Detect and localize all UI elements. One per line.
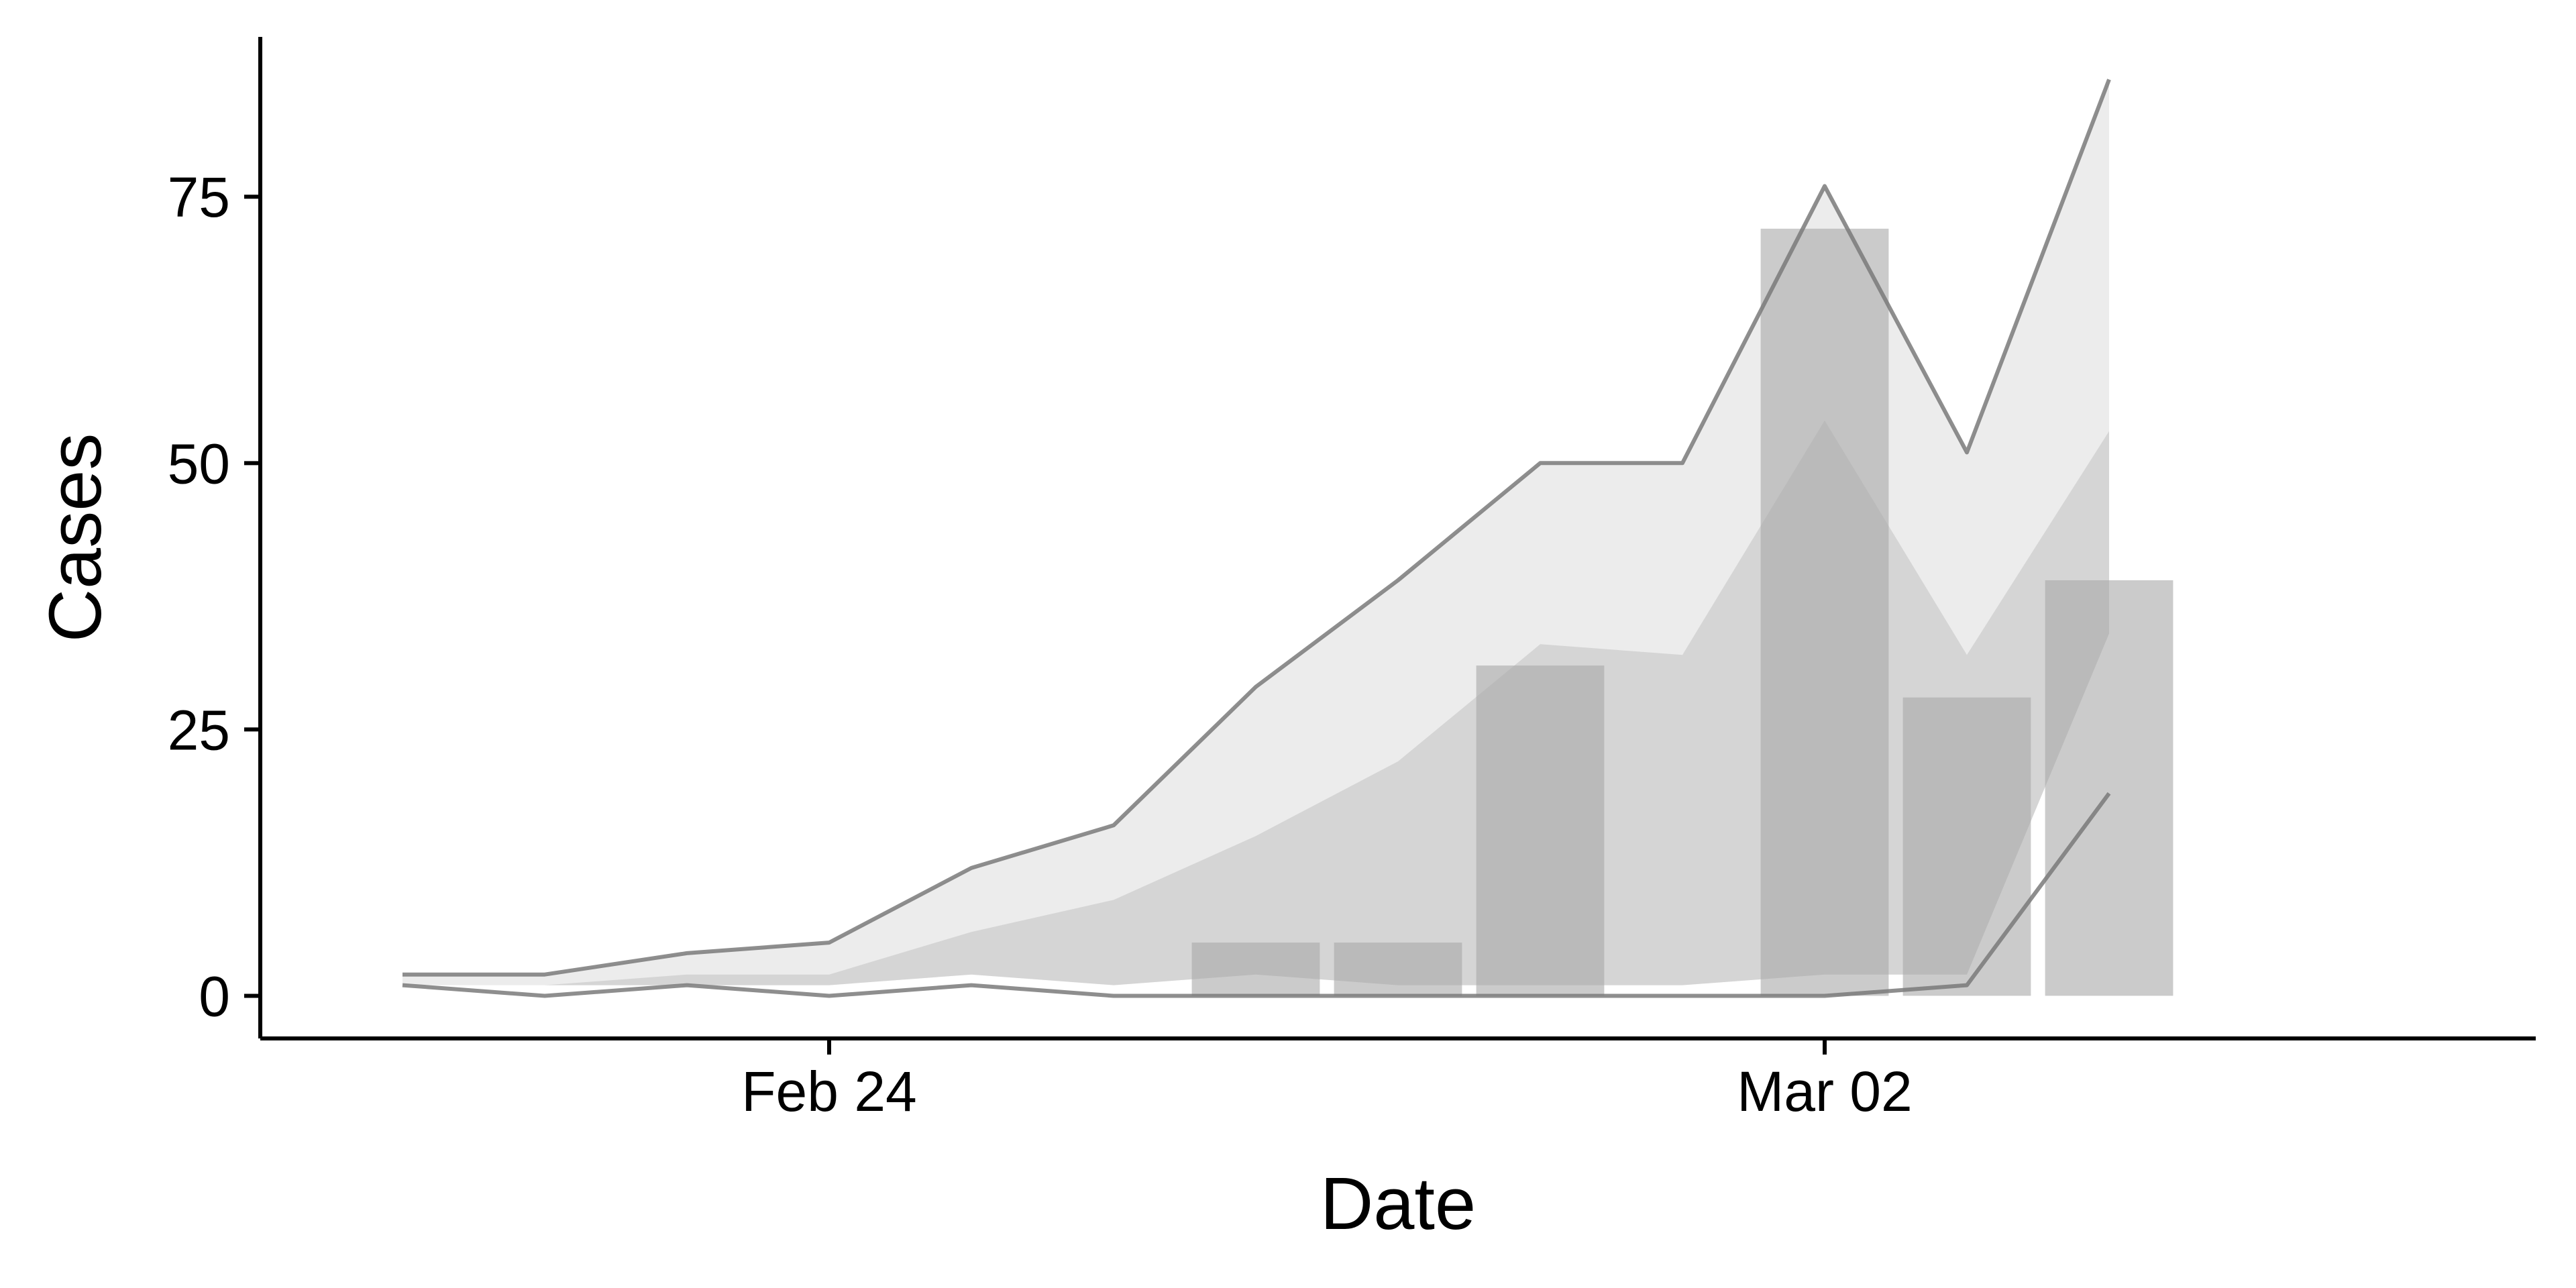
bar-2 bbox=[1476, 665, 1605, 996]
series-line-0 bbox=[402, 78, 2111, 977]
x-axis-title: Date bbox=[1320, 1163, 1476, 1245]
series-line-1 bbox=[402, 792, 2111, 998]
bars-layer bbox=[1191, 228, 2174, 996]
y-axis-title: Cases bbox=[34, 433, 117, 643]
ticks-layer: 0 25 50 75 Feb 24 Mar 02 bbox=[168, 166, 1913, 1123]
band-1 bbox=[402, 420, 2109, 985]
bar-3 bbox=[1760, 228, 1889, 996]
bar-0 bbox=[1191, 943, 1320, 996]
bar-5 bbox=[2045, 580, 2174, 996]
y-tick-label-3: 75 bbox=[168, 166, 230, 229]
x-tick-label-0: Feb 24 bbox=[741, 1060, 917, 1123]
x-tick-label-1: Mar 02 bbox=[1737, 1060, 1912, 1123]
bar-1 bbox=[1334, 943, 1462, 996]
y-tick-label-2: 50 bbox=[168, 432, 230, 495]
bar-4 bbox=[1902, 697, 2031, 996]
y-tick-label-0: 0 bbox=[199, 965, 230, 1028]
lines-layer bbox=[402, 78, 2111, 998]
axes-layer bbox=[258, 37, 2536, 1040]
y-tick-label-1: 25 bbox=[168, 698, 230, 761]
bands-layer bbox=[402, 79, 2109, 985]
